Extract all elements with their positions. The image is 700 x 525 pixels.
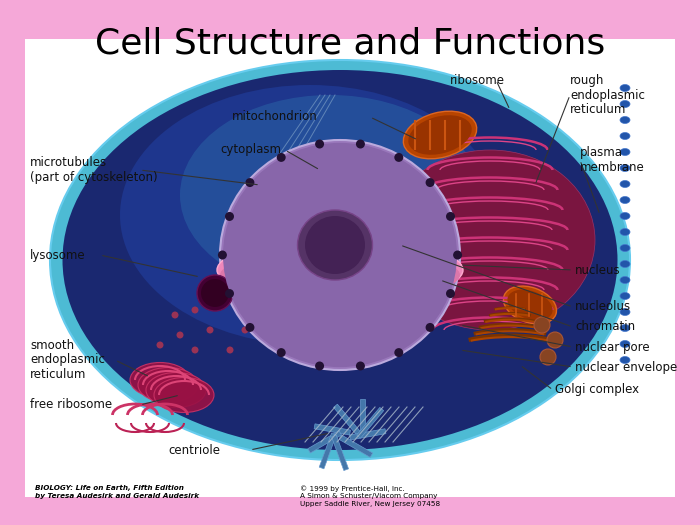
Circle shape	[276, 348, 286, 357]
Circle shape	[356, 362, 365, 371]
Circle shape	[315, 140, 324, 149]
Text: centriole: centriole	[168, 444, 220, 457]
Ellipse shape	[620, 117, 630, 123]
Circle shape	[172, 311, 178, 319]
Ellipse shape	[408, 116, 472, 155]
Ellipse shape	[220, 140, 460, 370]
Circle shape	[192, 346, 199, 353]
Text: smooth
endoplasmic
reticulum: smooth endoplasmic reticulum	[30, 339, 105, 381]
Ellipse shape	[620, 228, 630, 236]
Circle shape	[446, 212, 455, 221]
Circle shape	[218, 250, 227, 259]
Circle shape	[547, 332, 563, 348]
Ellipse shape	[620, 85, 630, 91]
Ellipse shape	[620, 341, 630, 348]
Ellipse shape	[50, 60, 630, 460]
Circle shape	[192, 307, 199, 313]
Bar	[339, 435, 372, 457]
Circle shape	[426, 178, 435, 187]
Ellipse shape	[620, 132, 630, 140]
Ellipse shape	[120, 85, 500, 345]
Ellipse shape	[620, 260, 630, 268]
Text: ribosome: ribosome	[450, 74, 505, 87]
Circle shape	[426, 323, 435, 332]
Circle shape	[453, 250, 462, 259]
Circle shape	[534, 317, 550, 333]
Ellipse shape	[620, 196, 630, 204]
Text: Golgi complex: Golgi complex	[555, 383, 639, 396]
Ellipse shape	[154, 377, 214, 413]
Circle shape	[197, 275, 233, 311]
Ellipse shape	[62, 70, 617, 450]
Circle shape	[206, 327, 214, 333]
Bar	[314, 424, 351, 435]
Ellipse shape	[620, 356, 630, 363]
Circle shape	[394, 153, 403, 162]
Ellipse shape	[403, 111, 477, 159]
Circle shape	[201, 279, 229, 307]
Circle shape	[225, 289, 234, 298]
Text: mitochondrion: mitochondrion	[232, 110, 318, 123]
Circle shape	[225, 212, 234, 221]
Ellipse shape	[620, 149, 630, 155]
Ellipse shape	[217, 238, 463, 302]
Circle shape	[394, 348, 403, 357]
Ellipse shape	[146, 373, 206, 407]
Bar	[360, 399, 365, 435]
Circle shape	[315, 362, 324, 371]
Ellipse shape	[620, 100, 630, 108]
Ellipse shape	[305, 216, 365, 274]
Ellipse shape	[620, 292, 630, 299]
Text: BIOLOGY: Life on Earth, Fifth Edition
by Teresa Audesirk and Gerald Audesirk: BIOLOGY: Life on Earth, Fifth Edition by…	[35, 485, 199, 499]
Circle shape	[540, 349, 556, 365]
Bar	[308, 430, 342, 453]
Text: nuclear envelope: nuclear envelope	[575, 361, 678, 373]
Ellipse shape	[620, 181, 630, 187]
Bar	[332, 435, 349, 470]
Text: © 1999 by Prentice-Hall, Inc.
A Simon & Schuster/Viacom Company
Upper Saddle Riv: © 1999 by Prentice-Hall, Inc. A Simon & …	[300, 485, 440, 507]
Ellipse shape	[620, 164, 630, 172]
Circle shape	[246, 323, 254, 332]
Ellipse shape	[385, 150, 595, 330]
Ellipse shape	[223, 143, 457, 367]
Ellipse shape	[130, 362, 190, 397]
Text: microtubules
(part of cytoskeleton): microtubules (part of cytoskeleton)	[30, 156, 158, 184]
Circle shape	[246, 178, 254, 187]
Ellipse shape	[138, 368, 198, 403]
Circle shape	[356, 140, 365, 149]
Ellipse shape	[180, 95, 480, 295]
Bar	[357, 407, 384, 438]
Circle shape	[157, 341, 164, 349]
Text: Cell Structure and Functions: Cell Structure and Functions	[95, 27, 605, 61]
Text: nucleus: nucleus	[575, 264, 621, 277]
Ellipse shape	[620, 245, 630, 251]
Text: cytoplasm: cytoplasm	[220, 143, 281, 156]
Bar	[319, 433, 336, 469]
Text: nuclear pore: nuclear pore	[575, 341, 650, 353]
Circle shape	[176, 331, 183, 339]
Text: nucleolus: nucleolus	[575, 300, 631, 313]
Ellipse shape	[620, 324, 630, 331]
Circle shape	[276, 153, 286, 162]
Ellipse shape	[298, 210, 372, 280]
Ellipse shape	[220, 249, 460, 301]
Bar	[349, 429, 386, 440]
Bar	[25, 39, 675, 497]
Text: rough
endoplasmic
reticulum: rough endoplasmic reticulum	[570, 74, 645, 116]
Circle shape	[227, 346, 234, 353]
Ellipse shape	[620, 213, 630, 219]
Ellipse shape	[620, 277, 630, 284]
Text: free ribosome: free ribosome	[30, 398, 112, 412]
Ellipse shape	[508, 290, 552, 320]
Ellipse shape	[503, 286, 556, 324]
Text: plasma
membrane: plasma membrane	[580, 146, 645, 174]
Circle shape	[241, 327, 248, 333]
Text: lysosome: lysosome	[30, 248, 85, 261]
Text: chromatin: chromatin	[575, 320, 635, 333]
Bar	[334, 404, 360, 435]
Circle shape	[446, 289, 455, 298]
Ellipse shape	[620, 309, 630, 316]
